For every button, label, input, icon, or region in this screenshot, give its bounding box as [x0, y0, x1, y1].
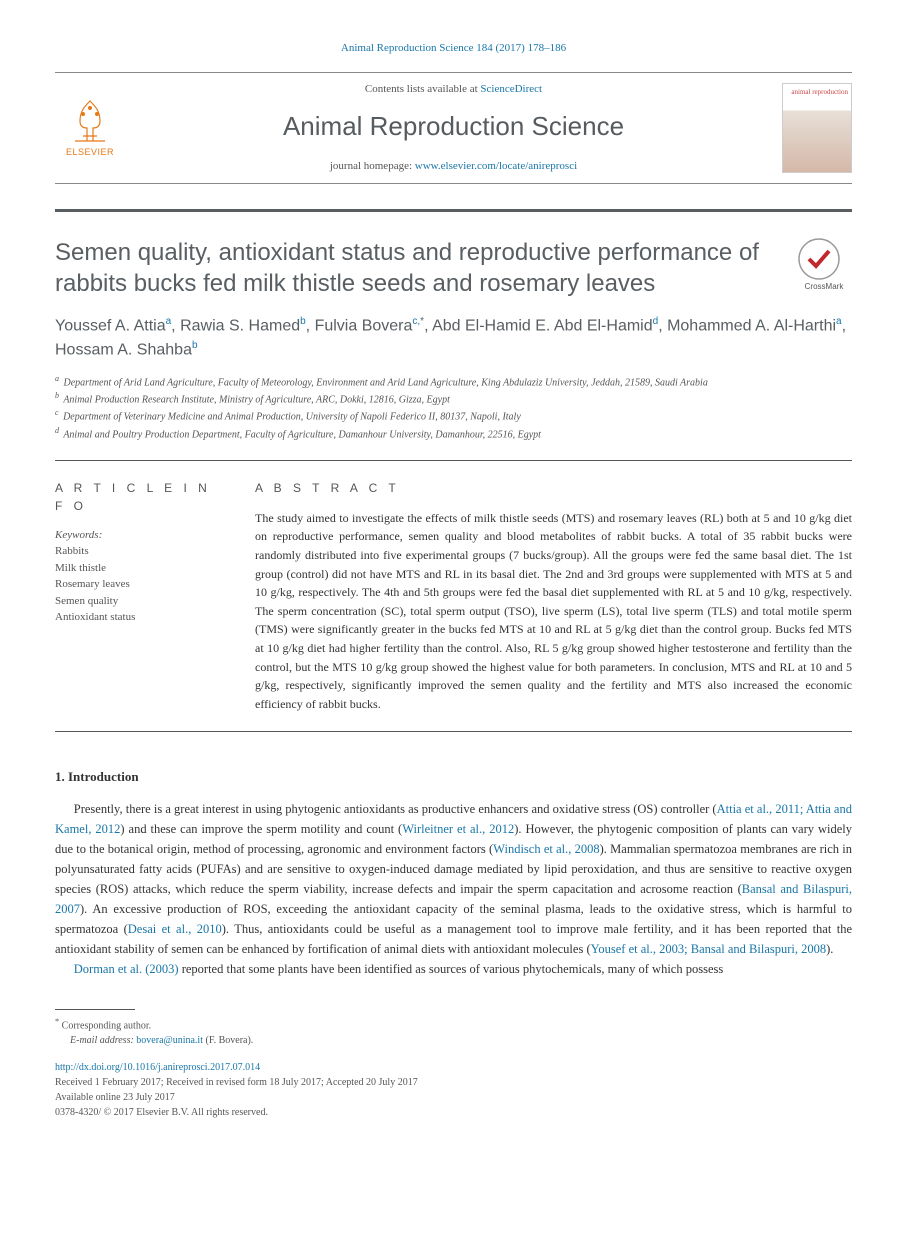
affiliations: a Department of Arid Land Agriculture, F… — [55, 373, 852, 442]
journal-homepage: journal homepage: www.elsevier.com/locat… — [125, 158, 782, 175]
info-abstract-row: A R T I C L E I N F O Keywords: RabbitsM… — [55, 479, 852, 714]
homepage-text: journal homepage: — [330, 160, 415, 172]
abstract-column: A B S T R A C T The study aimed to inves… — [255, 479, 852, 714]
contents-line: Contents lists available at ScienceDirec… — [125, 81, 782, 98]
email-who: (F. Bovera). — [203, 1035, 253, 1046]
doi-link[interactable]: http://dx.doi.org/10.1016/j.anireprosci.… — [55, 1060, 852, 1075]
intro-para-2: Dorman et al. (2003) reported that some … — [55, 959, 852, 979]
ref-wirleitner-2012[interactable]: Wirleitner et al., 2012 — [402, 822, 514, 836]
abstract-heading: A B S T R A C T — [255, 479, 852, 497]
abstract-text: The study aimed to investigate the effec… — [255, 509, 852, 714]
intro-text: Presently, there is a great interest in … — [74, 802, 717, 816]
header-citation: Animal Reproduction Science 184 (2017) 1… — [55, 40, 852, 57]
introduction-body: Presently, there is a great interest in … — [55, 799, 852, 979]
divider-above-info — [55, 460, 852, 461]
history-line-2: Available online 23 July 2017 — [55, 1090, 852, 1105]
ref-desai-2010[interactable]: Desai et al., 2010 — [128, 922, 222, 936]
email-line: E-mail address: bovera@unina.it (F. Bove… — [55, 1033, 852, 1048]
sciencedirect-link[interactable]: ScienceDirect — [480, 83, 542, 95]
elsevier-label: ELSEVIER — [66, 146, 114, 160]
thick-divider — [55, 209, 852, 212]
header-citation-link[interactable]: Animal Reproduction Science 184 (2017) 1… — [341, 42, 566, 54]
corresponding-author: * Corresponding author. — [55, 1016, 852, 1033]
homepage-link[interactable]: www.elsevier.com/locate/anireprosci — [415, 160, 577, 172]
intro-text: ) and these can improve the sperm motili… — [120, 822, 402, 836]
crossmark-icon[interactable]: CrossMark — [797, 237, 852, 292]
ref-yousef-2003[interactable]: Yousef et al., 2003; Bansal and Bilaspur… — [591, 942, 827, 956]
email-link[interactable]: bovera@unina.it — [136, 1035, 203, 1046]
elsevier-logo: ELSEVIER — [55, 96, 125, 160]
corr-label: Corresponding author. — [62, 1020, 151, 1031]
copyright-line: 0378-4320/ © 2017 Elsevier B.V. All righ… — [55, 1105, 852, 1120]
page-container: Animal Reproduction Science 184 (2017) 1… — [0, 0, 907, 1150]
contents-text: Contents lists available at — [365, 83, 480, 95]
history-line-1: Received 1 February 2017; Received in re… — [55, 1075, 852, 1090]
intro-text: reported that some plants have been iden… — [179, 962, 724, 976]
keywords-list: RabbitsMilk thistleRosemary leavesSemen … — [55, 543, 225, 626]
article-info-column: A R T I C L E I N F O Keywords: RabbitsM… — [55, 479, 225, 714]
elsevier-tree-icon — [65, 96, 115, 146]
svg-text:CrossMark: CrossMark — [805, 282, 845, 291]
keywords-label: Keywords: — [55, 527, 225, 544]
title-row: Semen quality, antioxidant status and re… — [55, 237, 852, 299]
article-info-heading: A R T I C L E I N F O — [55, 479, 225, 515]
ref-dorman-2003[interactable]: Dorman et al. (2003) — [74, 962, 179, 976]
introduction-heading: 1. Introduction — [55, 767, 852, 787]
ref-windisch-2008[interactable]: Windisch et al., 2008 — [493, 842, 599, 856]
article-title: Semen quality, antioxidant status and re… — [55, 237, 782, 299]
email-label: E-mail address: — [70, 1035, 136, 1046]
intro-para-1: Presently, there is a great interest in … — [55, 799, 852, 959]
journal-center: Contents lists available at ScienceDirec… — [125, 81, 782, 175]
authors-list: Youssef A. Attiaa, Rawia S. Hamedb, Fulv… — [55, 314, 852, 363]
cover-text: animal reproduction — [791, 88, 848, 96]
divider-below-abstract — [55, 731, 852, 732]
journal-cover-thumbnail: animal reproduction — [782, 83, 852, 173]
journal-header-box: ELSEVIER Contents lists available at Sci… — [55, 72, 852, 184]
footnote-separator — [55, 1009, 135, 1010]
journal-title: Animal Reproduction Science — [125, 107, 782, 146]
star-icon: * — [55, 1017, 59, 1026]
intro-text: ). — [826, 942, 833, 956]
